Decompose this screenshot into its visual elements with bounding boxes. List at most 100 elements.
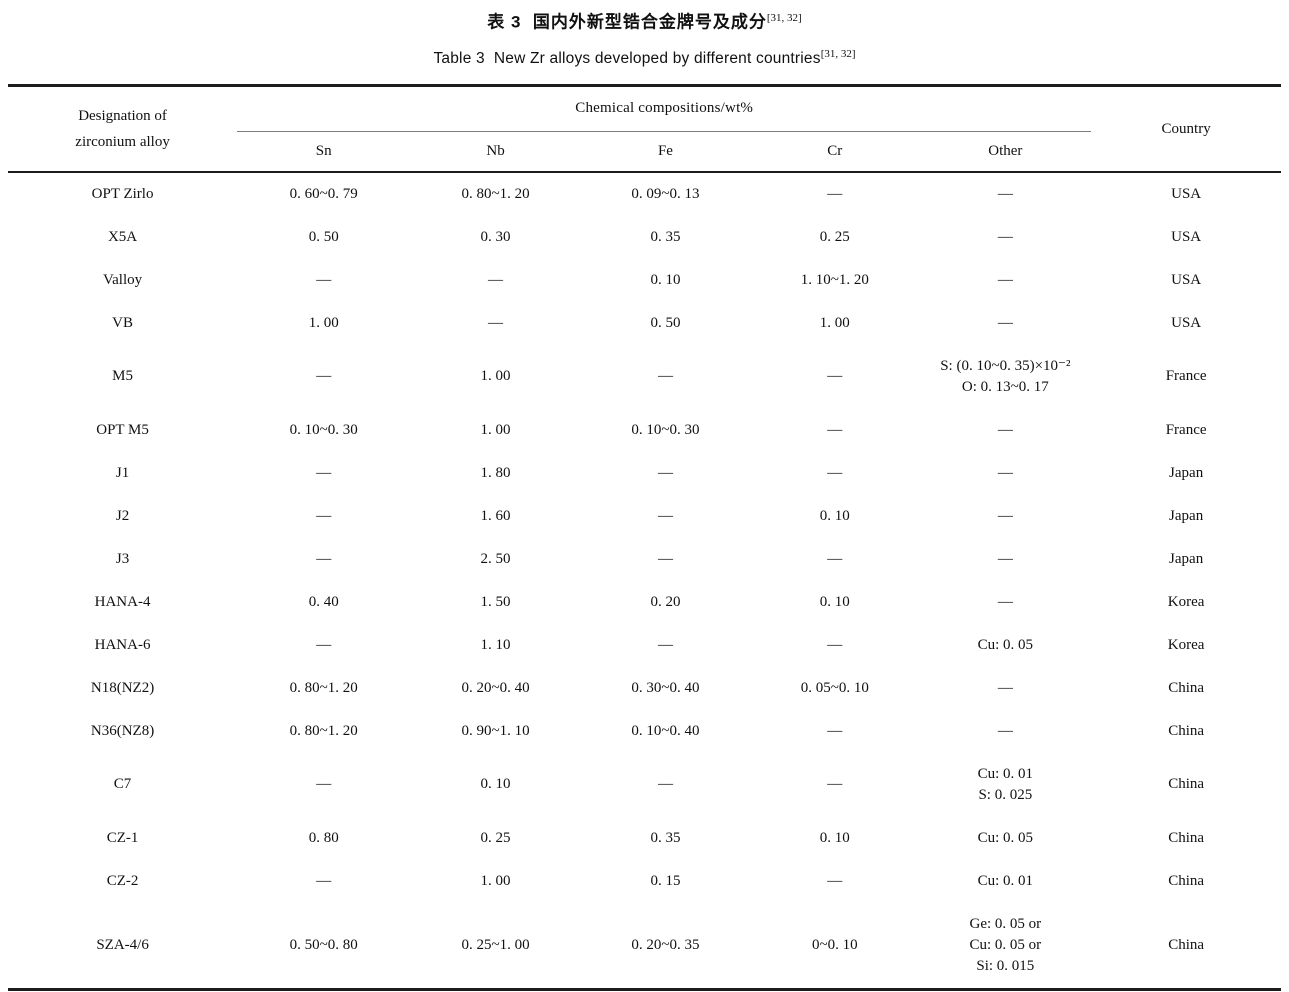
cell-nb: 0. 90~1. 10 [461, 722, 530, 739]
cell-nb: 1. 00 [480, 368, 511, 385]
cell-fe: 0. 30~0. 40 [631, 679, 700, 696]
cell-country: USA [1171, 228, 1202, 245]
cell-country: Korea [1167, 636, 1205, 653]
cell-fe: — [657, 464, 673, 481]
cell-country: Japan [1169, 507, 1204, 524]
cell-sn: — [316, 507, 332, 524]
cell-sn: 0. 80~1. 20 [289, 679, 358, 696]
header-row-elements: Sn Nb Fe Cr Other [8, 131, 1281, 172]
table-row: OPT M5 0. 10~0. 30 1. 00 0. 10~0. 30 — — Franc… [8, 409, 1281, 452]
cell-sn: — [316, 464, 332, 481]
table-row: HANA-4 0. 40 1. 50 0. 20 0. 10 — Korea [8, 581, 1281, 624]
cell-fe: 0. 35 [650, 829, 681, 846]
cell-country: China [1168, 722, 1205, 739]
cell-fe: 0. 09~0. 13 [631, 185, 700, 202]
cell-cr: 0. 10 [819, 593, 850, 610]
cell-nb: 1. 00 [480, 872, 511, 889]
table-body: OPT Zirlo 0. 60~0. 79 0. 80~1. 20 0. 09~0. … [8, 172, 1281, 990]
cell-cr: — [827, 776, 843, 793]
cell-other: Ge: 0. 05 or Cu: 0. 05 or Si: 0. 015 [969, 915, 1042, 974]
cell-other: S: (0. 10~0. 35)×10⁻² O: 0. 13~0. 17 [940, 357, 1071, 395]
table-row: N18(NZ2) 0. 80~1. 20 0. 20~0. 40 0. 30~0. 4… [8, 667, 1281, 710]
cell-sn: — [316, 636, 332, 653]
cell-designation: J2 [115, 507, 130, 524]
cell-other: — [997, 679, 1013, 696]
cell-other: — [997, 421, 1013, 438]
cell-cr: — [827, 185, 843, 202]
cell-fe: 0. 15 [650, 872, 681, 889]
col-header-cr: Cr [827, 142, 843, 159]
cell-nb: 0. 30 [480, 228, 511, 245]
cell-designation: OPT Zirlo [91, 185, 154, 202]
cell-cr: 0. 10 [819, 507, 850, 524]
cell-other: Cu: 0. 05 [977, 636, 1034, 653]
cell-fe: 0. 10~0. 40 [631, 722, 700, 739]
cell-sn: 0. 80~1. 20 [289, 722, 358, 739]
cell-nb: 0. 10 [480, 776, 511, 793]
col-header-other: Other [988, 142, 1023, 159]
cell-designation: CZ-1 [106, 829, 139, 846]
cell-sn: 0. 10~0. 30 [289, 421, 358, 438]
cell-sn: 0. 80 [308, 829, 339, 846]
col-header-country: Country [1161, 120, 1211, 137]
cell-fe: — [657, 507, 673, 524]
cell-designation: OPT M5 [96, 421, 149, 438]
table-row: SZA-4/6 0. 50~0. 80 0. 25~1. 00 0. 20~0. 35… [8, 903, 1281, 990]
citation-ref-english: [31, 32] [820, 47, 856, 60]
cell-nb: — [488, 271, 504, 288]
cell-country: France [1165, 421, 1207, 438]
cell-country: China [1168, 829, 1205, 846]
cell-fe: — [657, 776, 673, 793]
cell-nb: 0. 25 [480, 829, 511, 846]
cell-designation: VB [112, 314, 133, 331]
cell-fe: 0. 20 [650, 593, 681, 610]
cell-fe: — [657, 368, 673, 385]
table-row: Valloy — — 0. 10 1. 10~1. 20 — USA [8, 259, 1281, 302]
cell-sn: — [316, 368, 332, 385]
cell-nb: 1. 10 [480, 636, 511, 653]
cell-fe: — [657, 550, 673, 567]
table-row: HANA-6 — 1. 10 — — Cu: 0. 05 Korea [8, 624, 1281, 667]
cell-cr: 0. 05~0. 10 [800, 679, 869, 696]
cell-cr: — [827, 872, 843, 889]
cell-designation: SZA-4/6 [96, 936, 149, 953]
citation-ref-chinese: [31, 32] [766, 12, 802, 24]
cell-fe: — [657, 636, 673, 653]
header-row-group: Designation of zirconium alloy Chemical … [8, 85, 1281, 150]
cell-designation: N18(NZ2) [90, 679, 155, 696]
cell-cr: — [827, 636, 843, 653]
cell-designation: Valloy [102, 271, 143, 288]
table-row: N36(NZ8) 0. 80~1. 20 0. 90~1. 10 0. 10~0. 4… [8, 710, 1281, 753]
cell-cr: — [827, 550, 843, 567]
zr-alloy-composition-table: Designation of zirconium alloy Chemical … [8, 83, 1281, 991]
cell-cr: — [827, 421, 843, 438]
cell-other: Cu: 0. 01 S: 0. 025 [977, 765, 1034, 803]
cell-designation: M5 [112, 368, 133, 385]
table-captions: 表 3 国内外新型锆合金牌号及成分[31, 32] Table 3 New Zr… [0, 0, 1289, 69]
cell-sn: 1. 00 [308, 314, 339, 331]
table-title-english: Table 3 New Zr alloys developed by diffe… [0, 44, 1289, 69]
cell-other: — [997, 464, 1013, 481]
table-row: OPT Zirlo 0. 60~0. 79 0. 80~1. 20 0. 09~0. … [8, 172, 1281, 216]
table-title-chinese: 表 3 国内外新型锆合金牌号及成分[31, 32] [0, 7, 1289, 34]
cell-other: — [997, 507, 1013, 524]
cell-country: USA [1171, 185, 1202, 202]
cell-country: China [1168, 872, 1205, 889]
cell-nb: 0. 25~1. 00 [461, 936, 530, 953]
cell-designation: J1 [115, 464, 130, 481]
table-title-english-text: Table 3 New Zr alloys developed by diffe… [433, 49, 821, 67]
cell-fe: 0. 10 [650, 271, 681, 288]
cell-sn: 0. 50~0. 80 [289, 936, 358, 953]
cell-country: Korea [1167, 593, 1205, 610]
cell-other: — [997, 722, 1013, 739]
table-row: C7 — 0. 10 — — Cu: 0. 01 S: 0. 025 China [8, 753, 1281, 817]
cell-other: Cu: 0. 01 [977, 872, 1034, 889]
cell-other: — [997, 271, 1013, 288]
cell-country: China [1168, 936, 1205, 953]
cell-other: — [997, 550, 1013, 567]
table-row: J3 — 2. 50 — — — Japan [8, 538, 1281, 581]
cell-sn: 0. 50 [308, 228, 339, 245]
cell-designation: N36(NZ8) [90, 722, 155, 739]
cell-sn: — [316, 872, 332, 889]
